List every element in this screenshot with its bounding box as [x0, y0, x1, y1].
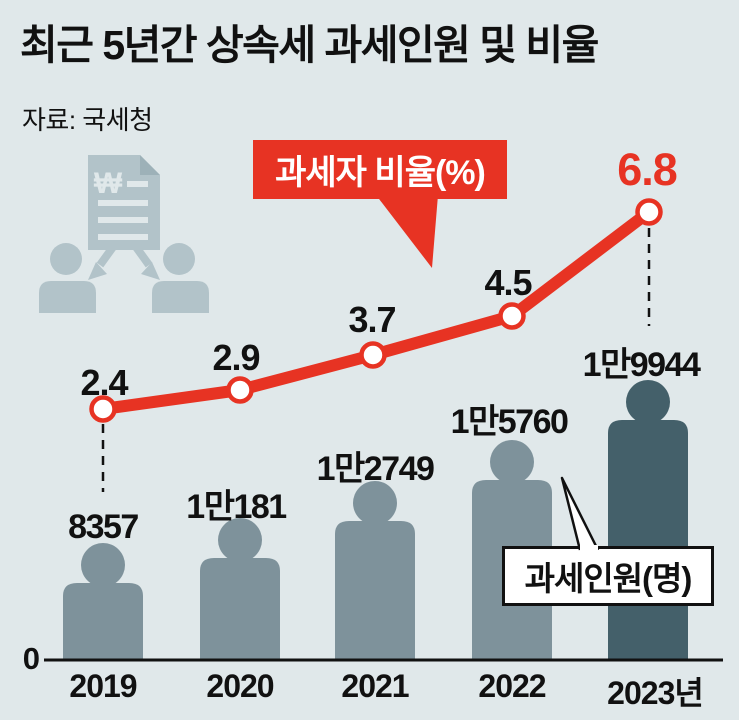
- x-label-2020: 2020: [206, 668, 274, 704]
- line-marker-2019: [89, 395, 117, 423]
- line-value-2023: 6.8: [617, 144, 678, 195]
- document-fold-icon: [140, 155, 160, 175]
- ratio-callout-tail: [376, 195, 438, 268]
- line-marker-2023: [635, 198, 663, 226]
- bar-value-2019: 8357: [68, 508, 139, 546]
- x-label-2022: 2022: [478, 668, 546, 704]
- people-callout-shape: [502, 476, 714, 606]
- y-axis-zero-label: 0: [22, 641, 40, 676]
- line-marker-2021: [359, 341, 387, 369]
- inheritance-document-icon: ₩: [39, 155, 209, 313]
- bar-value-2022: 1만5760: [450, 403, 569, 441]
- bar-value-2023: 1만9944: [582, 346, 701, 384]
- person-bar-2020: [200, 518, 280, 660]
- line-marker-2022: [498, 302, 526, 330]
- bar-value-2020: 1만181: [186, 488, 287, 526]
- people-callout-label: 과세인원(명): [524, 560, 693, 597]
- bar-value-2021: 1만2749: [316, 450, 435, 488]
- split-arrows-icon: [88, 244, 160, 280]
- x-label-2021: 2021: [341, 668, 409, 704]
- x-label-2019: 2019: [69, 668, 137, 704]
- people-callout-tail: [560, 476, 600, 551]
- heir-person-icon-left: [39, 243, 96, 313]
- won-symbol-icon: ₩: [94, 167, 123, 200]
- x-label-2023: 2023년: [607, 675, 704, 711]
- line-marker-2020: [226, 376, 254, 404]
- ratio-callout: 과세자 비율(%): [253, 140, 507, 199]
- ratio-line-markers: [89, 198, 663, 423]
- source-label: 자료: 국세청: [22, 105, 153, 135]
- person-bar-2023: [608, 380, 688, 660]
- chart-title: 최근 5년간 상속세 과세인원 및 비율: [20, 22, 599, 68]
- heir-person-icon-right: [152, 243, 209, 313]
- line-value-2022: 4.5: [484, 262, 532, 303]
- line-value-2020: 2.9: [212, 337, 260, 378]
- line-value-2019: 2.4: [80, 362, 128, 403]
- line-value-2021: 3.7: [348, 299, 396, 340]
- person-bar-2021: [335, 481, 415, 660]
- ratio-callout-label: 과세자 비율(%): [275, 154, 486, 192]
- person-bar-2019: [63, 543, 143, 660]
